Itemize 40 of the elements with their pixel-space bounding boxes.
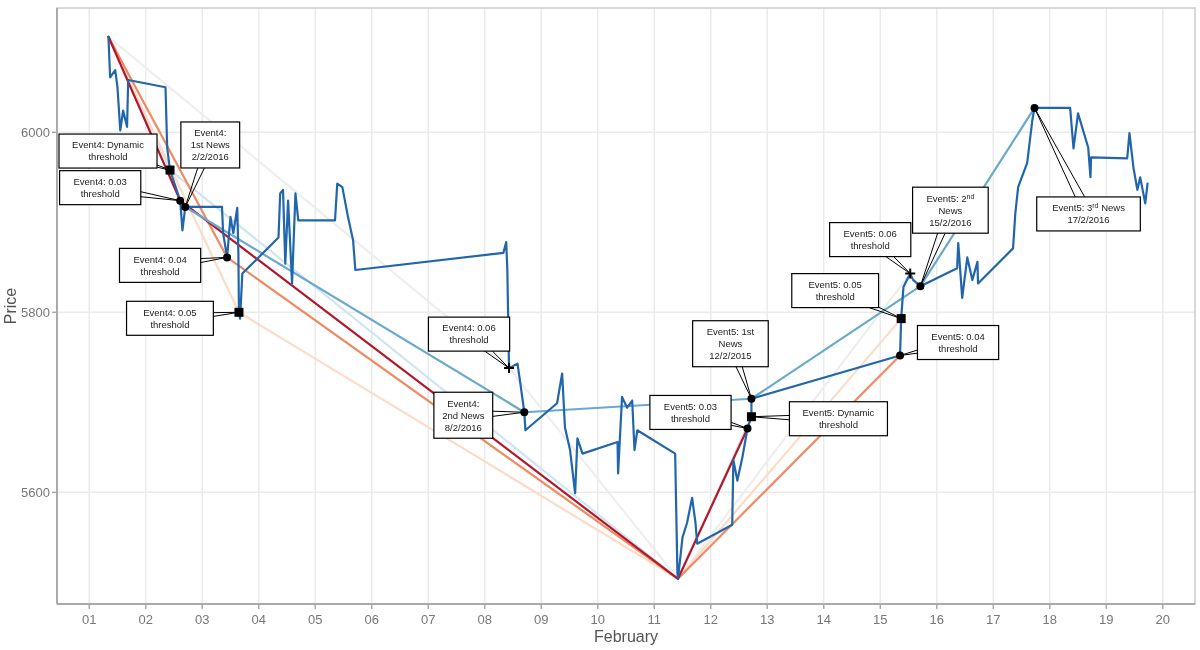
x-tick-label: 06	[364, 612, 379, 627]
x-tick-label: 09	[534, 612, 549, 627]
x-tick-label: 15	[873, 612, 888, 627]
annotation: Event5: 0.06 threshold	[843, 227, 897, 251]
x-tick-label: 17	[986, 612, 1001, 627]
annotation: Event5: 0.04 threshold	[931, 330, 985, 354]
y-tick-label: 6000	[21, 124, 50, 140]
annotation: Event4: 2nd News 8/2/2016	[442, 397, 485, 433]
annotation: Event4: 0.04 threshold	[133, 253, 187, 277]
y-axis-title: Price	[2, 287, 19, 325]
y-tick-label: 5600	[21, 484, 50, 500]
annotation: Event5: 1st News 12/2/2015	[706, 326, 755, 362]
annotation: Event4: 0.03 threshold	[73, 175, 127, 199]
x-tick-label: 01	[81, 612, 97, 627]
annotation: Event4: 0.05 threshold	[143, 306, 197, 330]
x-tick-label: 04	[251, 612, 266, 627]
x-tick-label: 13	[760, 612, 775, 627]
x-tick-label: 11	[647, 612, 661, 627]
annotation: Event5: 0.03 threshold	[663, 400, 718, 424]
annotation: Event5: 0.05 threshold	[808, 278, 862, 302]
annotation: Event4: 1st News 2/2/2016	[190, 127, 231, 163]
x-tick-label: 10	[590, 612, 605, 627]
annotation: Event4: Dynamic threshold	[72, 139, 145, 163]
x-tick-label: 05	[307, 612, 323, 627]
x-axis-title: February	[593, 628, 659, 645]
y-tick-label: 5800	[21, 304, 50, 320]
x-tick-label: 12	[703, 612, 718, 627]
x-tick-label: 02	[138, 612, 153, 627]
annotation: Event5: 2$^{nd}$ News 15/2/2016	[926, 192, 975, 228]
x-tick-label: 18	[1042, 612, 1058, 627]
x-tick-label: 20	[1155, 612, 1171, 627]
x-tick-label: 08	[477, 612, 492, 627]
x-tick-label: 19	[1099, 612, 1114, 627]
x-tick-label: 07	[421, 612, 436, 627]
x-tick-label: 16	[929, 612, 945, 627]
x-tick-label: 03	[194, 612, 210, 627]
annotation: Event4: 0.06 threshold	[442, 322, 496, 346]
annotation: Event5: Dynamic threshold	[802, 407, 875, 431]
annotation: Event5: 3$^{rd}$ News 17/2/2016	[1052, 201, 1126, 226]
x-tick-label: 14	[816, 612, 831, 627]
